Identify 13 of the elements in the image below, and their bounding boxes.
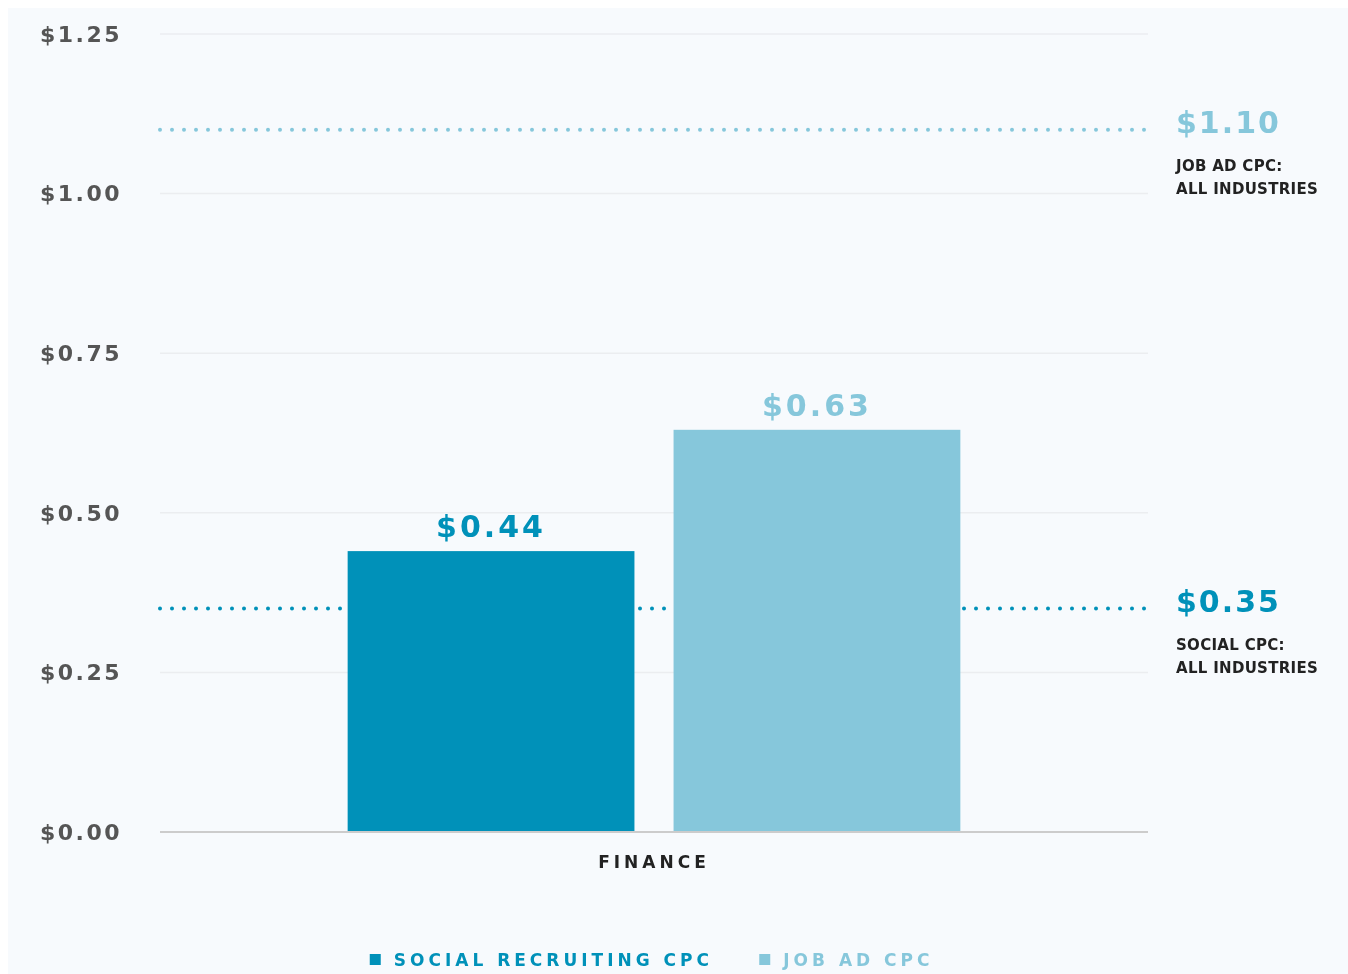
legend-label: JOB AD CPC	[782, 950, 934, 970]
data-label: $0.44	[436, 509, 546, 545]
ref-line-label: $0.35 SOCIAL CPC: ALL INDUSTRIES	[1176, 583, 1319, 677]
ref-line-label: $1.10 JOB AD CPC: ALL INDUSTRIES	[1175, 104, 1319, 198]
y-tick-label: $0.25	[39, 660, 122, 686]
y-tick-label: $0.50	[39, 500, 122, 526]
x-tick-label: FINANCE	[598, 852, 710, 872]
legend-label: SOCIAL RECRUITING CPC	[393, 950, 713, 970]
data-label: $0.63	[762, 387, 872, 423]
y-tick-label: $0.75	[39, 340, 122, 366]
y-tick-label: $1.25	[39, 21, 122, 47]
y-tick-label: $0.00	[39, 819, 122, 845]
y-tick-label: $1.00	[39, 181, 122, 207]
